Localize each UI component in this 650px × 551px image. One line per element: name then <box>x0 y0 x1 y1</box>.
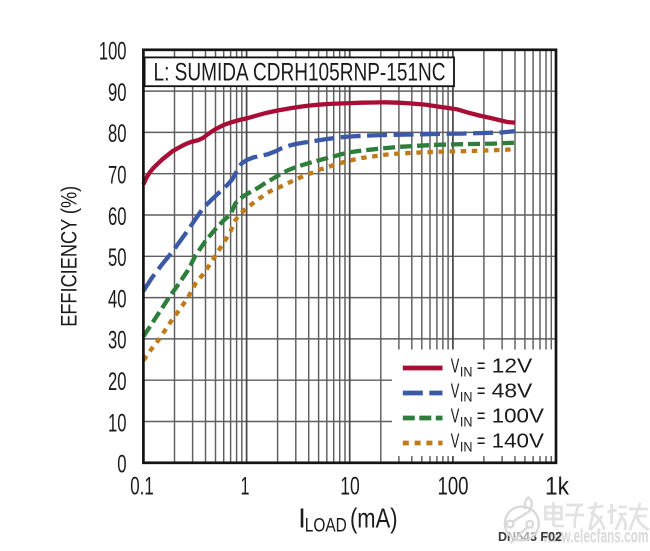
svg-text:1k: 1k <box>545 472 569 500</box>
svg-text:80: 80 <box>108 120 127 148</box>
svg-text:40: 40 <box>108 285 127 313</box>
svg-text:V: V <box>451 381 460 403</box>
svg-text:IN: IN <box>460 390 473 405</box>
svg-text:1: 1 <box>241 472 250 500</box>
svg-text:100: 100 <box>438 472 469 500</box>
svg-text:L: SUMIDA CDRH105RNP-151NC: L: SUMIDA CDRH105RNP-151NC <box>154 59 446 87</box>
svg-text:=: = <box>477 381 486 403</box>
svg-text:12V: 12V <box>492 356 533 378</box>
svg-text:0: 0 <box>117 451 126 479</box>
svg-text:EFFICIENCY (%): EFFICIENCY (%) <box>57 186 82 327</box>
svg-text:IN: IN <box>460 415 473 430</box>
svg-text:V: V <box>451 406 460 428</box>
svg-text:I: I <box>298 502 306 533</box>
svg-text:70: 70 <box>108 162 127 190</box>
svg-text:90: 90 <box>108 79 127 107</box>
svg-text:IN: IN <box>460 365 473 380</box>
svg-text:140V: 140V <box>492 431 545 453</box>
svg-text:=: = <box>477 356 486 378</box>
svg-text:100: 100 <box>99 38 127 66</box>
svg-text:50: 50 <box>108 244 127 272</box>
svg-text:30: 30 <box>108 327 127 355</box>
svg-text:20: 20 <box>108 368 127 396</box>
svg-text:V: V <box>451 431 460 453</box>
svg-text:LOAD: LOAD <box>305 515 347 536</box>
svg-text:=: = <box>477 406 486 428</box>
svg-text:48V: 48V <box>492 381 533 403</box>
svg-text:60: 60 <box>108 203 127 231</box>
svg-text:100V: 100V <box>492 406 545 428</box>
svg-text:www.elecfans.com: www.elecfans.com <box>542 526 648 548</box>
svg-text:V: V <box>451 356 460 378</box>
svg-text:10: 10 <box>108 409 127 437</box>
svg-text:(mA): (mA) <box>350 502 398 533</box>
svg-text:IN: IN <box>460 440 473 455</box>
svg-text:0.1: 0.1 <box>130 472 154 500</box>
svg-text:10: 10 <box>340 472 360 500</box>
svg-text:=: = <box>477 431 486 453</box>
